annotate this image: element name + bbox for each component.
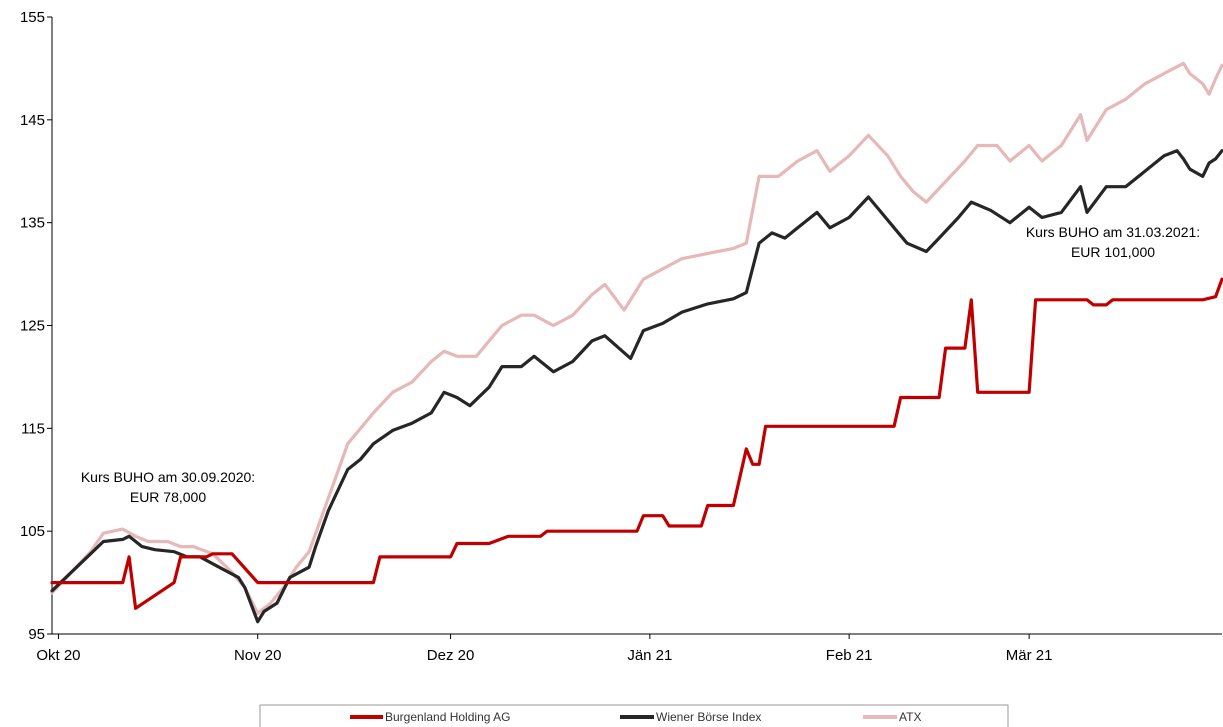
y-tick-label: 145 (20, 112, 45, 129)
y-axis: 95 105 115 125 135 145 155 (20, 9, 53, 643)
annotation-start-line1: Kurs BUHO am 30.09.2020: (81, 469, 255, 485)
x-tick-label: Okt 20 (36, 647, 80, 664)
y-tick-label: 105 (20, 523, 45, 540)
x-tick-label: Feb 21 (826, 647, 873, 664)
x-tick-label: Dez 20 (427, 647, 475, 664)
legend-label-burgenland: Burgenland Holding AG (385, 710, 510, 724)
y-tick-label: 115 (21, 420, 45, 437)
annotation-start-line2: EUR 78,000 (130, 489, 206, 505)
y-tick-label: 135 (20, 215, 45, 232)
y-tick-label: 155 (20, 9, 45, 26)
legend-label-wbi: Wiener Börse Index (656, 710, 761, 724)
x-axis: Okt 20 Nov 20 Dez 20 Jän 21 Feb 21 Mär 21 (36, 633, 1222, 664)
y-tick-label: 95 (28, 626, 45, 643)
series-line-wbi (50, 149, 1223, 624)
series-lines (50, 61, 1223, 624)
x-tick-label: Nov 20 (234, 647, 282, 664)
x-tick-label: Mär 21 (1006, 647, 1053, 664)
x-tick-label: Jän 21 (627, 647, 672, 664)
series-line-burgenland (50, 277, 1223, 610)
legend-label-atx: ATX (899, 710, 921, 724)
annotation-end: Kurs BUHO am 31.03.2021: EUR 101,000 (1026, 224, 1200, 260)
annotation-end-line1: Kurs BUHO am 31.03.2021: (1026, 224, 1200, 240)
annotation-start: Kurs BUHO am 30.09.2020: EUR 78,000 (81, 469, 255, 505)
legend: Burgenland Holding AG Wiener Börse Index… (259, 704, 1009, 727)
y-tick-label: 125 (20, 318, 45, 335)
annotation-end-line2: EUR 101,000 (1071, 244, 1155, 260)
